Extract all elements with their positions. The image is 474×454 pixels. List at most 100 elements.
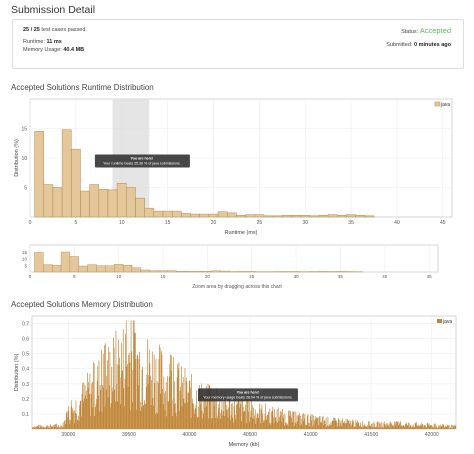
memory-bar xyxy=(56,426,58,429)
memory-bar xyxy=(294,422,296,429)
x-tick-label: 41000 xyxy=(304,432,318,438)
memory-bar xyxy=(145,386,147,429)
memory-bar xyxy=(263,419,265,429)
memory-bar xyxy=(440,426,442,429)
memory-bar xyxy=(270,422,272,429)
memory-bar xyxy=(191,398,193,429)
memory-bar xyxy=(251,399,252,429)
memory-bar xyxy=(293,411,294,429)
memory-bar xyxy=(45,427,47,429)
memory-text: Memory Usage: 40.4 MB xyxy=(23,47,84,53)
memory-bar xyxy=(313,415,314,429)
memory-bar xyxy=(110,403,112,429)
navigator-bar xyxy=(87,264,97,273)
memory-bar xyxy=(59,425,61,429)
memory-bar xyxy=(452,425,454,429)
memory-bar xyxy=(455,425,457,429)
submitted-value: 0 minutes ago xyxy=(414,42,451,48)
memory-bar xyxy=(35,427,36,429)
memory-bar xyxy=(214,398,216,429)
runtime-bar xyxy=(107,189,118,218)
runtime-label: Runtime: xyxy=(23,39,46,45)
memory-bar xyxy=(165,382,167,429)
memory-bar xyxy=(262,422,264,429)
memory-bar xyxy=(427,423,429,429)
memory-bar xyxy=(320,422,322,429)
memory-bar xyxy=(321,421,323,429)
memory-bar xyxy=(280,410,282,429)
memory-bar xyxy=(81,416,82,429)
memory-bar xyxy=(440,424,441,429)
memory-bar xyxy=(82,383,83,429)
memory-bar xyxy=(157,383,159,429)
memory-bar xyxy=(257,418,259,429)
memory-bar xyxy=(75,400,77,429)
memory-bar xyxy=(448,424,450,429)
memory-bar xyxy=(200,383,202,429)
x-tick-label: 39500 xyxy=(122,432,136,438)
runtime-bar xyxy=(144,207,155,218)
memory-bar xyxy=(345,423,346,429)
memory-bar xyxy=(404,427,406,429)
memory-bar xyxy=(272,406,274,429)
navigator-bar xyxy=(34,252,44,273)
memory-bar xyxy=(234,398,236,429)
memory-bar xyxy=(313,424,315,429)
status-value[interactable]: Accepted xyxy=(419,26,451,35)
memory-bar xyxy=(76,414,77,429)
memory-bar xyxy=(155,358,157,429)
memory-bar xyxy=(87,372,88,429)
memory-bar xyxy=(120,377,122,429)
memory-bar xyxy=(107,360,108,429)
memory-bar xyxy=(81,393,83,429)
memory-bar xyxy=(384,424,386,429)
memory-bar xyxy=(188,392,189,429)
memory-bar xyxy=(230,414,232,429)
memory-bar xyxy=(325,424,326,429)
memory-bar xyxy=(125,320,127,429)
memory-bar xyxy=(393,427,395,429)
runtime-bar xyxy=(171,210,182,218)
memory-bar xyxy=(143,405,145,429)
memory-bar xyxy=(94,407,96,429)
memory-bar xyxy=(431,427,433,429)
memory-bar xyxy=(103,387,105,429)
runtime-bar xyxy=(346,214,356,218)
memory-bar xyxy=(218,404,220,429)
memory-bar xyxy=(99,411,100,429)
memory-bar xyxy=(380,421,382,429)
memory-bar xyxy=(199,385,200,429)
memory-bar xyxy=(64,420,65,429)
runtime-distribution-chart[interactable]: 0 5 10 15 20 25 30 35 40 45 5 10 15 Runtime (ms) Distr… xyxy=(10,97,464,240)
memory-bar xyxy=(299,413,300,429)
memory-distribution-chart[interactable]: 39000 39500 40000 40500 41000 41500 42000 0.1 0.… xyxy=(10,314,464,452)
memory-bar xyxy=(368,421,370,429)
memory-bar xyxy=(239,407,240,429)
memory-bar xyxy=(330,425,331,429)
runtime-bar xyxy=(153,210,164,218)
memory-bar xyxy=(416,425,418,429)
memory-bar xyxy=(198,417,200,429)
memory-bar xyxy=(388,424,389,429)
memory-bar xyxy=(425,427,427,429)
memory-bar xyxy=(421,425,423,429)
memory-bar xyxy=(380,423,381,429)
memory-bar xyxy=(159,348,161,429)
runtime-bar xyxy=(34,131,45,218)
memory-bar xyxy=(231,403,232,429)
memory-bar xyxy=(95,403,97,429)
memory-bar xyxy=(359,426,360,429)
memory-bar xyxy=(185,377,187,429)
y-tick-label: 10 xyxy=(22,257,28,262)
memory-bar xyxy=(414,427,415,429)
memory-bar xyxy=(307,414,309,429)
memory-bar xyxy=(199,403,201,429)
memory-bar xyxy=(33,428,35,429)
memory-bar xyxy=(261,404,263,429)
memory-bar xyxy=(409,426,411,429)
memory-bar xyxy=(350,426,352,429)
runtime-bar xyxy=(282,214,292,218)
memory-bar xyxy=(449,428,451,429)
memory-bar xyxy=(48,428,50,429)
